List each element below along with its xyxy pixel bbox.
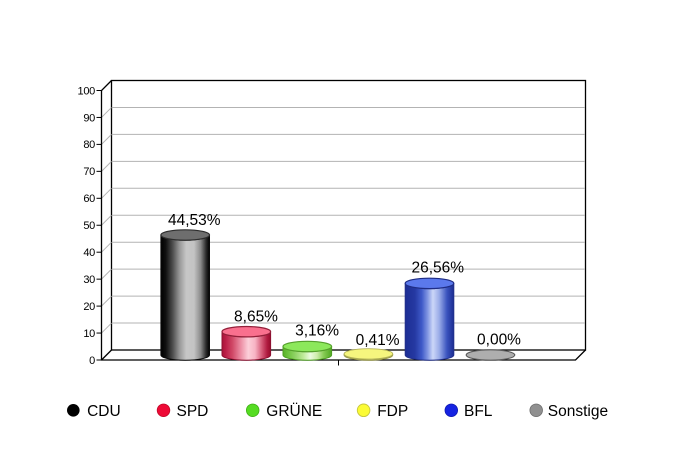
svg-text:100: 100	[78, 85, 96, 97]
svg-text:44,53%: 44,53%	[168, 212, 221, 229]
svg-text:20: 20	[83, 301, 95, 313]
svg-text:90: 90	[83, 112, 95, 124]
svg-text:FDP: FDP	[377, 403, 408, 420]
svg-text:Sonstige: Sonstige	[548, 403, 608, 420]
svg-text:8,65%: 8,65%	[234, 309, 278, 326]
svg-text:CDU: CDU	[87, 403, 121, 420]
svg-text:60: 60	[83, 193, 95, 205]
svg-text:80: 80	[83, 139, 95, 151]
svg-text:GRÜNE: GRÜNE	[266, 402, 322, 420]
svg-text:70: 70	[83, 166, 95, 178]
svg-text:30: 30	[83, 274, 95, 286]
svg-text:0,00%: 0,00%	[477, 331, 521, 348]
svg-text:3,16%: 3,16%	[295, 323, 339, 340]
svg-text:SPD: SPD	[177, 403, 209, 420]
svg-text:26,56%: 26,56%	[412, 260, 465, 277]
svg-text:BFL: BFL	[464, 403, 493, 420]
svg-text:40: 40	[83, 247, 95, 259]
svg-text:0,41%: 0,41%	[356, 332, 400, 349]
svg-text:0: 0	[89, 355, 95, 367]
svg-text:50: 50	[83, 220, 95, 232]
svg-text:10: 10	[83, 328, 95, 340]
